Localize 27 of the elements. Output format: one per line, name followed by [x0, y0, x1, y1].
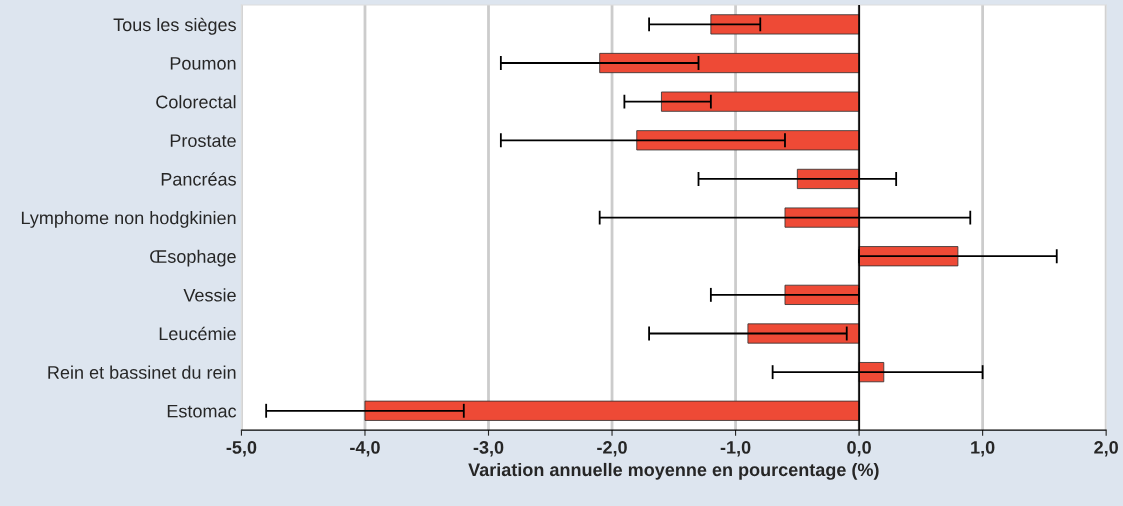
x-tick-label: -5,0: [226, 440, 257, 457]
x-tick-label: -1,0: [720, 440, 751, 457]
y-tick-label: Vessie: [183, 288, 236, 302]
y-tick-label: Estomac: [167, 404, 237, 418]
y-tick-label: Rein et bassinet du rein: [48, 365, 236, 379]
x-tick-label: -2,0: [597, 440, 627, 457]
y-tick-label: Tous les sièges: [113, 17, 236, 35]
bar: [599, 52, 860, 74]
bar: [784, 207, 860, 228]
y-tick-label: Colorectal: [156, 95, 236, 109]
y-tick-label: Lymphome non hodgkinien: [21, 211, 236, 228]
y-tick-label: Leucémie: [159, 326, 236, 341]
bar: [858, 246, 959, 267]
y-tick-label: Prostate: [170, 134, 236, 148]
x-tick-label: 0,0: [847, 440, 871, 457]
bar: [636, 130, 860, 151]
y-tick-label: Œsophage: [150, 249, 236, 267]
bar: [661, 91, 860, 112]
x-tick-label: -3,0: [473, 440, 504, 457]
bar: [364, 400, 860, 421]
y-tick-label: Pancréas: [161, 172, 236, 186]
x-tick-label: 2,0: [1094, 440, 1118, 457]
x-tick-label: 1,0: [971, 440, 995, 457]
bar: [710, 14, 860, 35]
x-tick-label: -4,0: [350, 440, 380, 457]
x-axis-title: Variation annuelle moyenne en pourcentage (%): [468, 462, 879, 480]
y-tick-label: Poumon: [170, 57, 236, 70]
